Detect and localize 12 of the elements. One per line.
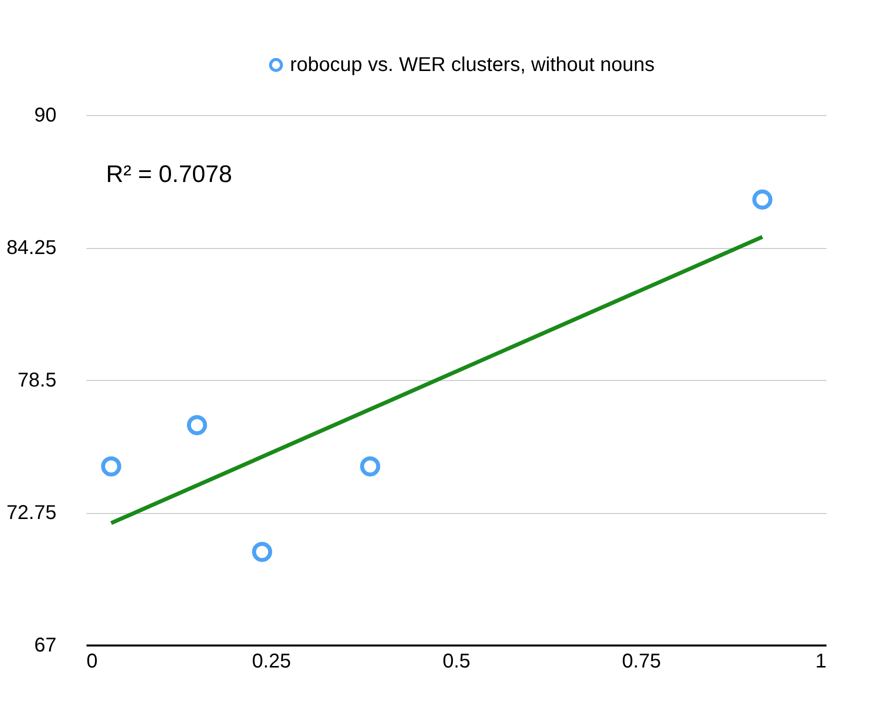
x-tick-label: 0: [86, 650, 98, 672]
y-tick-label: 67: [34, 634, 56, 656]
y-tick-label: 84.25: [6, 237, 56, 259]
x-tick-label: 0.75: [622, 650, 661, 672]
y-tick-label: 78.5: [18, 370, 56, 392]
x-tick-label: 0.5: [442, 650, 470, 672]
annotation: R² = 0.7078: [106, 161, 232, 188]
y-tick-label: 72.75: [6, 502, 56, 524]
legend-label: robocup vs. WER clusters, without nouns: [290, 54, 655, 76]
x-tick-label: 0.25: [252, 650, 291, 672]
x-tick-label: 1: [815, 650, 826, 672]
y-tick-label: 90: [34, 104, 56, 126]
